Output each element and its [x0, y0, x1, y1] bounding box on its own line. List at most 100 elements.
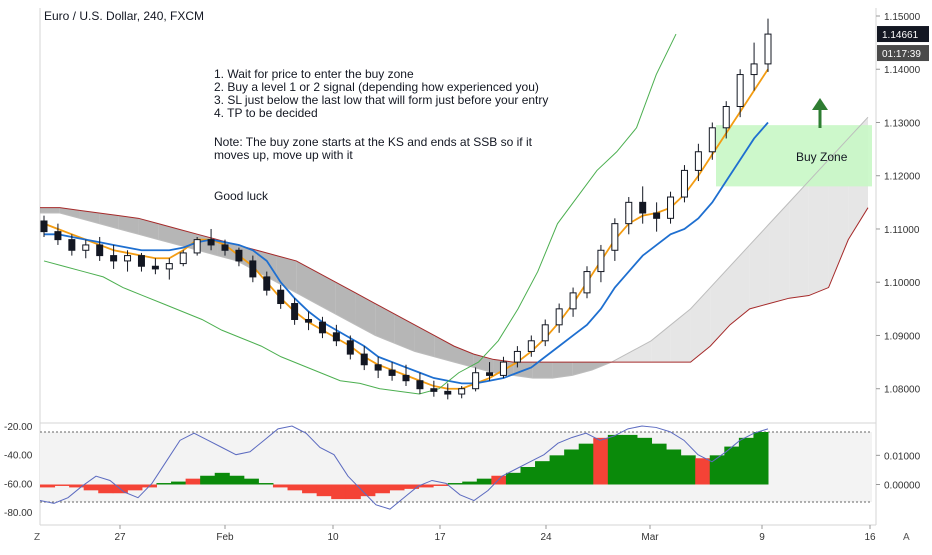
- candle-body: [736, 74, 744, 108]
- histogram-bar: [753, 432, 769, 485]
- histogram-bar: [578, 443, 594, 485]
- y-tick-label: 1.08000: [884, 385, 921, 396]
- osc-left-tick-label: -20.00: [4, 422, 33, 433]
- candle-body: [291, 303, 299, 320]
- x-tick-label: Feb: [216, 532, 234, 543]
- span-a-line: [40, 116, 869, 379]
- candle-body: [179, 252, 187, 265]
- candle-body: [583, 271, 591, 294]
- candle-body: [68, 239, 76, 251]
- cloud-segment: [789, 181, 809, 299]
- buy-zone-label: Buy Zone: [796, 150, 848, 164]
- histogram-bar: [54, 484, 70, 486]
- histogram-bar: [156, 483, 172, 485]
- histogram-bar: [83, 484, 99, 491]
- cloud-segment: [690, 287, 711, 363]
- buy-zone[interactable]: [716, 125, 872, 187]
- x-tick-label: Mar: [641, 532, 659, 543]
- candle-body: [611, 223, 619, 251]
- histogram-bar: [185, 478, 201, 485]
- osc-right-tick-label: 0.01000: [884, 451, 921, 462]
- countdown-text: 01:17:39: [882, 49, 921, 60]
- candle-body: [555, 308, 563, 326]
- last-price-text: 1.14661: [882, 30, 919, 41]
- candle-body: [499, 361, 507, 376]
- cloud-segment: [710, 266, 730, 347]
- candle-body: [416, 380, 424, 390]
- histogram-bar: [316, 484, 332, 497]
- histogram-bar: [724, 446, 740, 485]
- histogram-bar: [345, 484, 361, 500]
- cloud-segment: [178, 228, 198, 251]
- candle-body: [722, 106, 730, 129]
- candle-body: [541, 324, 549, 342]
- candle-body: [318, 321, 326, 334]
- cloud-segment: [532, 362, 553, 379]
- y-tick-label: 1.09000: [884, 331, 921, 342]
- candle-body: [207, 239, 215, 246]
- chart-title: Euro / U.S. Dollar, 240, FXCM: [44, 9, 205, 23]
- histogram-bar: [389, 484, 405, 491]
- candle-body: [625, 201, 633, 225]
- candle-body: [360, 353, 368, 366]
- cloud-segment: [749, 223, 770, 309]
- cloud-segment: [316, 271, 336, 315]
- x-tick-label: 17: [434, 532, 446, 543]
- histogram-bar: [214, 472, 230, 485]
- corner-left-label[interactable]: Z: [34, 532, 41, 543]
- x-tick-label: 24: [540, 532, 552, 543]
- candle-body: [667, 196, 675, 219]
- osc-left-tick-label: -40.00: [4, 451, 33, 462]
- histogram-bar: [374, 484, 390, 494]
- candle-body: [54, 231, 62, 241]
- osc-left-tick-label: -80.00: [4, 508, 33, 519]
- note-line: 4. TP to be decided: [214, 106, 318, 120]
- candle-body: [263, 276, 271, 291]
- histogram-bar: [607, 434, 623, 485]
- histogram-bar: [491, 475, 507, 485]
- histogram-bar: [666, 449, 682, 485]
- y-tick-label: 1.15000: [884, 12, 921, 23]
- candle-body: [402, 374, 410, 382]
- histogram-bar: [243, 478, 259, 485]
- histogram-bar: [520, 467, 536, 485]
- note-line: 2. Buy a level 1 or 2 signal (depending …: [214, 80, 539, 94]
- candle-body: [151, 265, 159, 270]
- cloud-segment: [552, 362, 573, 379]
- candle-body: [653, 212, 661, 219]
- histogram-bar: [695, 458, 711, 485]
- x-tick-label: 27: [114, 532, 126, 543]
- cloud-segment: [670, 308, 691, 363]
- note-line: moves up, move up with it: [214, 148, 353, 162]
- histogram-bar: [69, 484, 85, 488]
- histogram-bar: [433, 484, 449, 486]
- axes: 1.15000 1.14000 1.13000 1.12000 1.11000 1.100…: [114, 12, 929, 543]
- candle-body: [430, 388, 438, 392]
- histogram-bar: [564, 449, 580, 485]
- candle-body: [639, 201, 647, 214]
- candle-body: [680, 169, 688, 198]
- candle-body: [750, 63, 758, 76]
- cloud-segment: [375, 303, 395, 344]
- candle-body: [694, 151, 702, 171]
- osc-right-tick-label: 0.00000: [884, 481, 921, 492]
- corner-right-label[interactable]: A: [903, 532, 910, 543]
- histogram-bar: [229, 475, 245, 485]
- candle-body: [597, 249, 605, 273]
- candle-body: [110, 255, 118, 262]
- candle-body: [235, 249, 243, 262]
- histogram-bar: [127, 484, 143, 491]
- note-line: Good luck: [214, 189, 269, 203]
- histogram-bar: [462, 481, 478, 485]
- cloud-segment: [355, 292, 376, 336]
- histogram-bar: [40, 484, 56, 488]
- candle-body: [486, 372, 494, 376]
- cloud-segment: [769, 202, 790, 304]
- candle-body: [332, 332, 340, 342]
- y-tick-label: 1.12000: [884, 172, 921, 183]
- candle-body: [374, 364, 382, 371]
- histogram-bar: [505, 472, 521, 485]
- cloud-segment: [79, 210, 100, 224]
- cloud-segment: [414, 324, 435, 357]
